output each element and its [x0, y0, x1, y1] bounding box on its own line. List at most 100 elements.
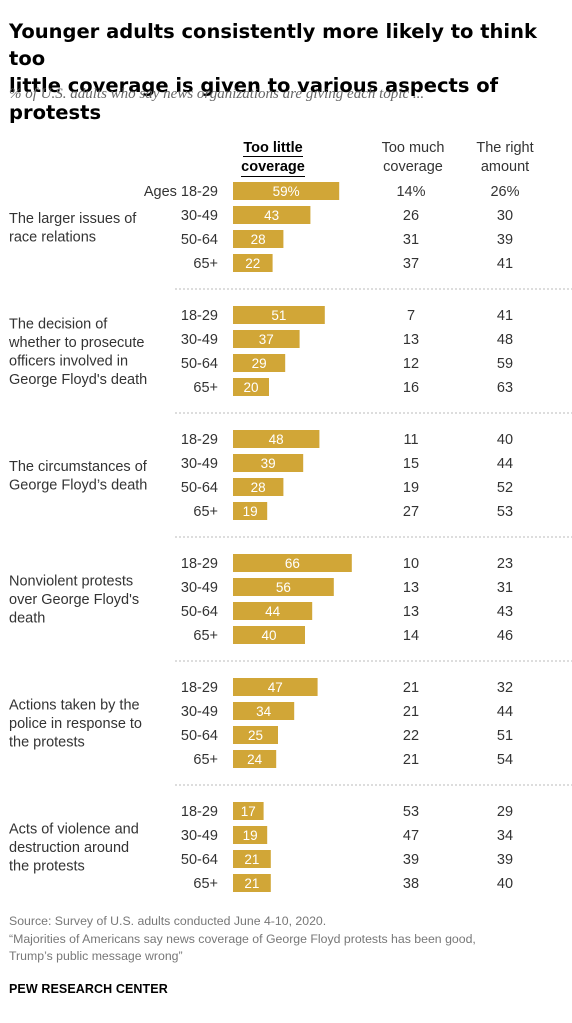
right-amount-value: 41 [497, 308, 513, 324]
bar-too-little [233, 850, 271, 868]
age-label: 50-64 [181, 232, 218, 248]
chart-title: Younger adults consistently more likely … [9, 18, 564, 126]
too-much-value: 13 [403, 580, 419, 596]
too-much-value: 27 [403, 504, 419, 520]
topic-label-line: the protests [9, 859, 85, 875]
too-much-value: 38 [403, 876, 419, 892]
too-much-value: 12 [403, 356, 419, 372]
source-note-line-1: Source: Survey of U.S. adults conducted … [9, 914, 327, 928]
topic-label-line: death [9, 611, 45, 627]
too-much-value: 19 [403, 480, 419, 496]
column-header-too-little-line-1: Too little [243, 140, 303, 157]
right-amount-value: 63 [497, 380, 513, 396]
age-label: 18-29 [181, 432, 218, 448]
topic-label-line: Actions taken by the [9, 698, 140, 714]
bar-value-label: 59% [273, 184, 300, 199]
source-note-line-2: “Majorities of Americans say news covera… [9, 932, 476, 946]
bar-too-little [233, 826, 268, 844]
age-label: Ages 18-29 [144, 184, 218, 200]
bar-too-little [233, 306, 325, 324]
age-label: 50-64 [181, 728, 218, 744]
age-label: 18-29 [181, 308, 218, 324]
bar-too-little [233, 502, 268, 520]
age-label: 30-49 [181, 208, 218, 224]
bar-value-label: 40 [261, 628, 276, 643]
bar-too-little [233, 578, 334, 596]
too-much-value: 26 [403, 208, 419, 224]
bar-chart: The larger issues of race relations Ages 1… [8, 182, 572, 892]
age-label: 18-29 [181, 556, 218, 572]
bar-value-label: 44 [265, 604, 281, 619]
pew-research-center-logo: PEW RESEARCH CENTER [9, 982, 168, 996]
right-amount-value: 39 [497, 852, 513, 868]
topic-label-line: The decision of [9, 316, 108, 332]
age-label: 18-29 [181, 680, 218, 696]
right-amount-value: 30 [497, 208, 513, 224]
column-header-right-amount-line-2: amount [480, 159, 530, 175]
too-much-value: 31 [403, 232, 419, 248]
bar-too-little [233, 330, 300, 348]
right-amount-value: 46 [497, 628, 513, 644]
bar-value-label: 20 [243, 380, 258, 395]
column-header-too-little: Too little coverage [229, 139, 317, 177]
topic-label-line: George Floyd's death [9, 372, 147, 388]
column-header-right-amount: The right amount [461, 139, 549, 177]
bar-value-label: 66 [285, 556, 300, 571]
bar-too-little [233, 750, 277, 768]
bar-too-little [233, 454, 304, 472]
too-much-value: 39 [403, 852, 419, 868]
age-label: 65+ [193, 628, 218, 644]
too-much-value: 15 [403, 456, 419, 472]
right-amount-value: 41 [497, 256, 513, 272]
bar-value-label: 51 [271, 308, 286, 323]
age-label: 50-64 [181, 604, 218, 620]
too-much-value: 21 [403, 752, 419, 768]
right-amount-value: 52 [497, 480, 513, 496]
bar-value-label: 25 [248, 728, 263, 743]
column-header-too-little-line-2: coverage [241, 159, 305, 177]
right-amount-value: 51 [497, 728, 513, 744]
too-much-value: 10 [403, 556, 419, 572]
bar-too-little [233, 626, 305, 644]
bar-value-label: 24 [247, 752, 263, 767]
bar-too-little [233, 554, 352, 572]
bar-too-little [233, 254, 273, 272]
bar-value-label: 19 [243, 828, 258, 843]
topic-label-line: The circumstances of [9, 459, 148, 475]
bar-too-little [233, 354, 286, 372]
chart-subtitle: % of U.S. adults who say news organizati… [9, 86, 425, 102]
too-much-value: 14 [403, 628, 419, 644]
right-amount-value: 53 [497, 504, 513, 520]
bar-too-little [233, 702, 295, 720]
too-much-value: 22 [403, 728, 419, 744]
right-amount-value: 48 [497, 332, 513, 348]
right-amount-value: 54 [497, 752, 513, 768]
age-label: 18-29 [181, 804, 218, 820]
right-amount-value: 44 [497, 704, 513, 720]
column-header-too-much-line-1: Too much [381, 140, 445, 156]
age-label: 65+ [193, 752, 218, 768]
bar-value-label: 28 [251, 232, 266, 247]
topic-label-line: whether to prosecute [8, 335, 144, 351]
age-label: 30-49 [181, 704, 218, 720]
bar-value-label: 56 [276, 580, 291, 595]
bar-value-label: 21 [244, 876, 259, 891]
age-label: 30-49 [181, 332, 218, 348]
right-amount-value: 31 [497, 580, 513, 596]
age-label: 65+ [193, 256, 218, 272]
bar-too-little [233, 802, 264, 820]
right-amount-value: 32 [497, 680, 513, 696]
age-label: 50-64 [181, 356, 218, 372]
right-amount-value: 59 [497, 356, 513, 372]
bar-value-label: 22 [245, 256, 260, 271]
bar-value-label: 21 [244, 852, 259, 867]
too-much-value: 21 [403, 704, 419, 720]
bar-value-label: 47 [268, 680, 283, 695]
source-note-line-3: Trump’s public message wrong” [9, 949, 183, 963]
topic-label-line: The larger issues of [9, 211, 137, 227]
too-much-value: 16 [403, 380, 419, 396]
topic-label-line: Nonviolent protests [9, 574, 133, 590]
age-label: 65+ [193, 876, 218, 892]
topic-label-line: Acts of violence and [9, 822, 139, 838]
bar-too-little [233, 206, 311, 224]
